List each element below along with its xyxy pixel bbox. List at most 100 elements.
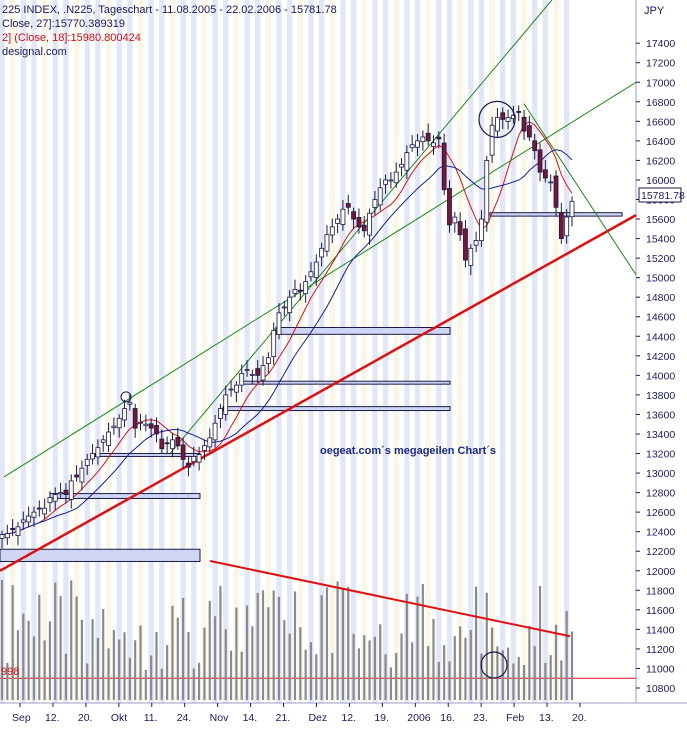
candle-body: [564, 216, 570, 237]
candle-body: [404, 152, 410, 171]
stripe: [436, 0, 442, 703]
candle-body: [276, 312, 282, 335]
y-tick-label: 15200: [646, 253, 675, 265]
y-tick-label: 11800: [646, 585, 675, 597]
volume-reference-label: 998: [1, 666, 19, 678]
top-circle: [478, 100, 516, 138]
candle-body: [351, 211, 356, 220]
moving-averages: [1, 121, 573, 536]
candle-body: [553, 175, 559, 208]
candlesticks: [0, 105, 575, 549]
highlight-circles: [120, 100, 516, 679]
y-tick-label: 16400: [646, 136, 675, 148]
y-tick-label: 14800: [646, 292, 675, 304]
candle-body: [223, 394, 229, 415]
candle-body: [164, 442, 170, 445]
candle-body: [52, 494, 58, 502]
x-tick-label: 2006: [407, 712, 431, 724]
candle-body: [489, 124, 495, 156]
candle-body: [484, 160, 490, 223]
x-tick-label: 20.: [572, 712, 587, 724]
candle-body: [303, 281, 309, 295]
currency-label: JPY: [644, 5, 665, 17]
candle-body: [132, 408, 138, 429]
x-tick-label: 20.: [78, 712, 93, 724]
support-zone: [0, 548, 201, 562]
candle-body: [516, 111, 522, 113]
x-tick-label: 21.: [276, 712, 291, 724]
last-value-label: 15781.78: [641, 190, 685, 202]
stripe: [329, 0, 335, 703]
stripe: [127, 0, 133, 703]
candle-body: [436, 136, 442, 140]
stripe: [63, 0, 69, 703]
stripe: [350, 0, 357, 703]
stripe: [532, 0, 538, 703]
candle-body: [202, 445, 207, 451]
volume-trend-line: [209, 560, 571, 638]
y-tick-label: 12000: [646, 566, 675, 578]
date-axis: Sep 12. 20. Okt 11. 24. Nov 14. 21. Dez 12. 19. 2006…: [12, 703, 587, 724]
chart-annotation: oegeat.com´s megageilen Chart´s: [320, 445, 496, 457]
y-tick-label: 15000: [646, 273, 675, 285]
candle-body: [100, 439, 106, 443]
candle-body: [0, 534, 5, 539]
candle-body: [260, 365, 266, 381]
candle-body: [4, 533, 10, 539]
stripe: [542, 0, 549, 703]
candle-body: [42, 507, 48, 515]
candle-body: [233, 384, 239, 393]
candle-body: [122, 408, 127, 421]
y-tick-label: 12400: [646, 527, 675, 539]
candle-body: [297, 289, 303, 292]
candle-body: [79, 467, 85, 483]
candle-body: [468, 247, 474, 266]
stripe: [148, 0, 154, 703]
candle-body: [292, 288, 298, 294]
candle-body: [319, 247, 325, 258]
candle-body: [569, 200, 575, 218]
candle-body: [335, 218, 341, 224]
candle-body: [399, 163, 404, 168]
y-tick-label: 11000: [646, 663, 675, 675]
candle-body: [463, 228, 468, 261]
candle-body: [244, 369, 250, 371]
candle-body: [154, 424, 159, 435]
y-tick-label: 13800: [646, 390, 675, 402]
x-tick-label: 16.: [440, 712, 455, 724]
last-value-box: [638, 187, 682, 203]
candle-body: [548, 181, 554, 184]
y-tick-label: 17200: [646, 58, 675, 70]
candle-body: [207, 437, 213, 448]
stripe: [361, 0, 367, 703]
early-circle: [120, 391, 132, 403]
y-tick-label: 11200: [646, 644, 675, 656]
candle-body: [479, 218, 484, 241]
stripe: [41, 0, 48, 703]
x-tick-label: Sep: [12, 712, 31, 724]
x-tick-label: 11.: [144, 712, 158, 724]
candle-body: [68, 480, 74, 500]
candle-body: [191, 456, 197, 463]
candle-body: [441, 142, 447, 191]
stripe: [105, 0, 112, 703]
ma-fast-legend: 2] (Close, 18]:15980.800424: [2, 32, 141, 44]
candle-body: [148, 423, 154, 429]
candle-body: [31, 511, 37, 518]
candle-body: [447, 188, 452, 226]
candle-body: [558, 212, 564, 239]
candle-body: [500, 112, 506, 120]
y-tick-label: 11400: [646, 624, 675, 636]
candle-body: [367, 212, 372, 236]
stripe: [116, 0, 122, 703]
candle-body: [420, 136, 426, 143]
stripe: [382, 0, 389, 703]
y-tick-label: 12800: [646, 488, 675, 500]
x-tick-label: 24.: [177, 712, 192, 724]
x-tick-label: Nov: [210, 712, 229, 724]
candle-body: [239, 373, 245, 386]
x-tick-label: 13.: [539, 712, 554, 724]
x-tick-label: 12.: [45, 712, 60, 724]
